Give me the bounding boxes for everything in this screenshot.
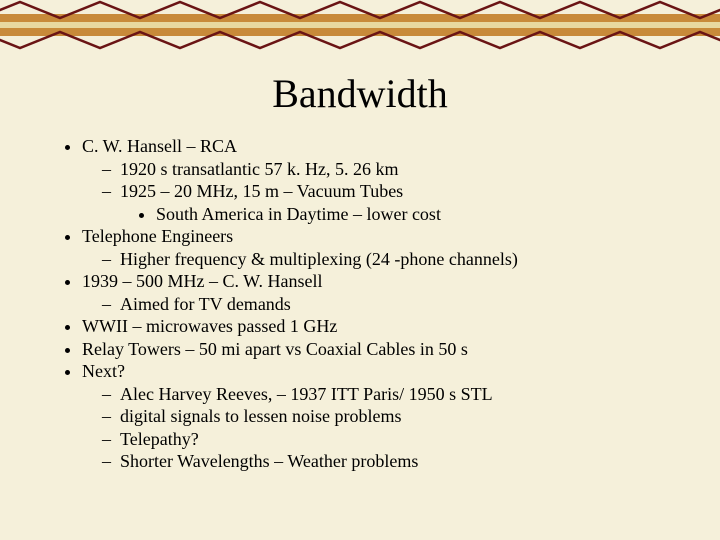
decorative-border: [0, 0, 720, 60]
list-item: Aimed for TV demands: [106, 293, 720, 316]
item-text: Telephone Engineers: [82, 226, 233, 246]
list-item: Higher frequency & multiplexing (24 -pho…: [106, 248, 720, 271]
bullet-list: C. W. Hansell – RCA 1920 s transatlantic…: [0, 135, 720, 473]
list-item: South America in Daytime – lower cost: [156, 203, 720, 226]
item-text: C. W. Hansell – RCA: [82, 136, 237, 156]
item-text: digital signals to lessen noise problems: [120, 406, 401, 426]
item-text: South America in Daytime – lower cost: [156, 204, 441, 224]
item-text: Next?: [82, 361, 125, 381]
item-text: Aimed for TV demands: [120, 294, 291, 314]
item-text: Higher frequency & multiplexing (24 -pho…: [120, 249, 518, 269]
item-text: Telepathy?: [120, 429, 199, 449]
item-text: Shorter Wavelengths – Weather problems: [120, 451, 418, 471]
list-item: Shorter Wavelengths – Weather problems: [106, 450, 720, 473]
slide-title: Bandwidth: [0, 70, 720, 117]
list-item: C. W. Hansell – RCA 1920 s transatlantic…: [82, 135, 720, 225]
item-text: Relay Towers – 50 mi apart vs Coaxial Ca…: [82, 339, 468, 359]
list-item: digital signals to lessen noise problems: [106, 405, 720, 428]
item-text: Alec Harvey Reeves, – 1937 ITT Paris/ 19…: [120, 384, 493, 404]
list-item: Relay Towers – 50 mi apart vs Coaxial Ca…: [82, 338, 720, 361]
list-item: 1925 – 20 MHz, 15 m – Vacuum Tubes South…: [106, 180, 720, 225]
slide: Bandwidth C. W. Hansell – RCA 1920 s tra…: [0, 0, 720, 540]
list-item: 1939 – 500 MHz – C. W. Hansell Aimed for…: [82, 270, 720, 315]
list-item: WWII – microwaves passed 1 GHz: [82, 315, 720, 338]
item-text: 1925 – 20 MHz, 15 m – Vacuum Tubes: [120, 181, 403, 201]
item-text: 1939 – 500 MHz – C. W. Hansell: [82, 271, 323, 291]
slide-content: Bandwidth C. W. Hansell – RCA 1920 s tra…: [0, 70, 720, 473]
list-item: Telepathy?: [106, 428, 720, 451]
list-item: 1920 s transatlantic 57 k. Hz, 5. 26 km: [106, 158, 720, 181]
list-item: Telephone Engineers Higher frequency & m…: [82, 225, 720, 270]
list-item: Next? Alec Harvey Reeves, – 1937 ITT Par…: [82, 360, 720, 473]
item-text: 1920 s transatlantic 57 k. Hz, 5. 26 km: [120, 159, 398, 179]
item-text: WWII – microwaves passed 1 GHz: [82, 316, 337, 336]
list-item: Alec Harvey Reeves, – 1937 ITT Paris/ 19…: [106, 383, 720, 406]
